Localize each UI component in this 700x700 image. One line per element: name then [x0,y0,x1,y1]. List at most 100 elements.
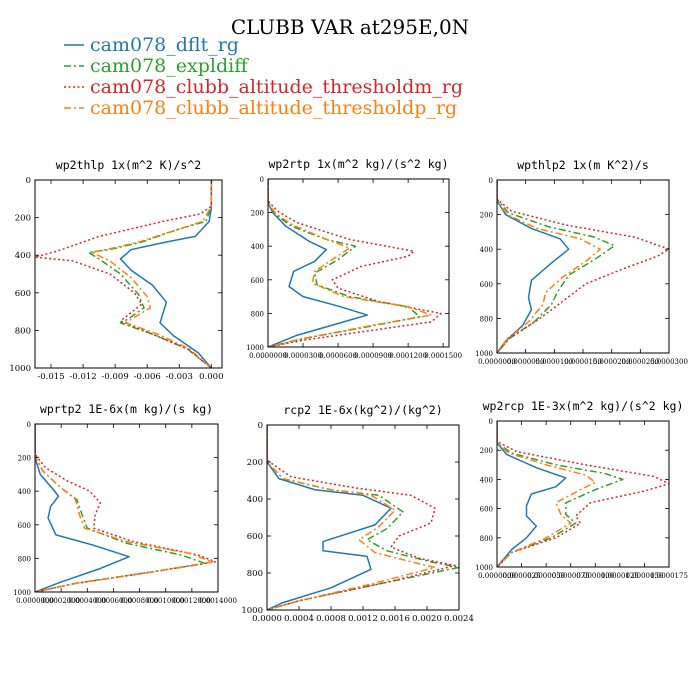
xtick-label-5-5: 0.0000125 [601,572,639,580]
xtick-label-4-6: 0.0024 [444,614,474,624]
xtick-label-2-3: 0.0000150 [564,358,602,366]
xtick-label-3-5: 0.0010000 [147,597,185,605]
ytick-label-5-5: 1000 [475,564,493,572]
ytick-label-1-4: 800 [251,310,264,318]
plot-frame-5 [496,420,670,568]
ytick-label-2-2: 400 [480,246,493,254]
series-line-0-3 [90,180,213,368]
ytick-label-3-0: 0 [27,421,31,429]
xtick-label-3-6: 0.0012000 [173,597,211,605]
xtick-label-1-2: 0.0000600 [319,352,357,360]
xtick-label-2-2: 0.0000100 [535,358,573,366]
ytick-label-0-0: 0 [26,176,31,186]
series-line-3-3 [35,424,214,592]
ytick-label-3-1: 200 [18,455,31,463]
ytick-label-1-5: 1000 [246,344,264,352]
xtick-label-5-1: 0.0000025 [503,572,541,580]
series-line-5-1 [497,421,624,567]
ytick-label-4-0: 0 [258,421,263,431]
series-line-0-1 [87,180,213,368]
ytick-label-1-1: 200 [251,210,264,218]
xtick-label-4-3: 0.0012 [348,614,378,624]
xtick-label-2-6: 0.0000300 [650,358,688,366]
ytick-label-1-3: 600 [251,277,264,285]
plot-frame-4 [266,424,460,611]
ytick-label-2-5: 1000 [475,350,493,358]
ytick-label-5-3: 600 [480,506,493,514]
xtick-label-2-5: 0.0000250 [621,358,659,366]
ytick-label-4-3: 600 [247,532,263,542]
panel-title-5: wp2rcp 1E-3x(m^2 kg)/(s^2 kg) [483,399,684,413]
ytick-label-5-2: 400 [480,476,493,484]
xtick-label-0-5: 0.000 [199,372,223,382]
series-line-0-0 [119,180,213,368]
series-line-4-1 [267,425,459,610]
figure-title: CLUBB VAR at295E,0N [231,15,469,39]
xtick-label-3-0: 0.0000000 [16,597,54,605]
series-line-4-2 [267,425,456,610]
ytick-label-5-4: 800 [480,535,493,543]
series-line-1-2 [268,179,442,347]
legend: cam078_dflt_rgcam078_expldiffcam078_club… [64,34,463,119]
ytick-label-5-1: 200 [480,447,493,455]
ytick-label-4-2: 400 [247,495,263,505]
legend-entry-3: cam078_clubb_altitude_thresholdp_rg [90,97,457,119]
xtick-label-3-4: 0.0008000 [121,597,159,605]
ytick-label-3-3: 600 [18,522,31,530]
ytick-label-3-5: 1000 [13,589,31,597]
series-line-1-0 [268,179,369,347]
series-line-3-2 [35,424,217,592]
xtick-label-3-1: 0.0002000 [42,597,80,605]
ytick-label-2-0: 0 [489,177,493,185]
ytick-label-0-3: 600 [15,289,31,299]
xtick-label-4-1: 0.0004 [284,614,314,624]
xtick-label-0-1: -0.012 [69,372,96,382]
xtick-label-5-7: 0.0000175 [650,572,688,580]
panel-title-2: wpthlp2 1x(m K^2)/s [517,158,649,172]
xtick-label-1-1: 0.0000300 [284,352,322,360]
panel-5: wp2rcp 1E-3x(m^2 kg)/(s^2 kg) 0 200 400 600 8… [475,399,688,580]
ytick-label-0-1: 200 [15,214,31,224]
series-line-4-0 [267,425,392,610]
ytick-label-0-2: 400 [15,251,31,261]
xtick-label-1-3: 0.0000900 [354,352,392,360]
xtick-label-2-1: 0.0000050 [507,358,545,366]
series-line-2-3 [497,180,601,353]
xtick-label-4-5: 0.0020 [412,614,442,624]
series-line-1-3 [268,179,433,347]
ytick-label-2-4: 800 [480,315,493,323]
panel-title-1: wp2rtp 1x(m^2 kg)/(s^2 kg) [268,157,448,171]
series-line-5-2 [497,421,669,567]
ytick-label-2-3: 600 [480,281,493,289]
xtick-label-4-0: 0.0000 [252,614,282,624]
xtick-label-0-3: -0.006 [134,372,161,382]
xtick-label-5-6: 0.0000150 [625,572,663,580]
series-line-3-0 [35,424,130,592]
legend-entry-0: cam078_dflt_rg [90,34,239,56]
ytick-label-3-4: 800 [18,555,31,563]
ytick-label-2-1: 200 [480,212,493,220]
xtick-label-2-0: 0.0000000 [478,358,516,366]
panels: wp2thlp 1x(m^2 K)/s^2 0 200 400 600 800 1000 -0… [9,157,688,624]
panel-3: wprtp2 1E-6x(m kg)/(s kg) 0 200 400 600 800 10… [13,402,237,605]
xtick-label-5-4: 0.0000100 [576,572,614,580]
panel-2: wpthlp2 1x(m K^2)/s020040060080010000.00… [475,158,688,366]
series-line-5-0 [497,421,567,567]
panel-title-0: wp2thlp 1x(m^2 K)/s^2 [56,158,201,172]
ytick-label-0-5: 1000 [9,364,31,374]
ytick-label-1-2: 400 [251,243,264,251]
xtick-label-3-3: 0.0006000 [94,597,132,605]
xtick-label-4-4: 0.0016 [380,614,410,624]
xtick-label-1-4: 0.0001200 [389,352,427,360]
xtick-label-0-4: -0.003 [166,372,193,382]
xtick-label-2-4: 0.0000200 [593,358,631,366]
series-line-1-1 [268,179,421,347]
series-line-2-2 [497,180,669,353]
xtick-label-5-0: 0.0000000 [478,572,516,580]
xtick-label-5-3: 0.0000075 [552,572,590,580]
series-line-4-3 [267,425,436,610]
series-line-2-0 [497,180,570,353]
ytick-label-5-0: 0 [489,418,493,426]
panel-title-4: rcp2 1E-6x(kg^2)/(kg^2) [283,403,442,417]
